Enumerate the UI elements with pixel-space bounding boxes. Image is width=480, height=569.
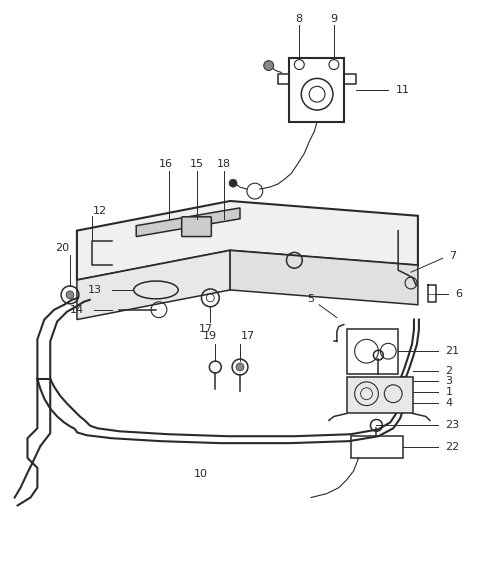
Text: 10: 10 (193, 469, 207, 479)
Circle shape (264, 61, 274, 71)
Polygon shape (347, 377, 413, 414)
Text: 19: 19 (204, 331, 217, 341)
Polygon shape (77, 250, 230, 320)
Text: 16: 16 (159, 159, 173, 170)
Polygon shape (77, 201, 418, 280)
Text: 21: 21 (445, 346, 460, 356)
Text: 18: 18 (217, 159, 231, 170)
Text: 8: 8 (296, 14, 303, 24)
Circle shape (236, 363, 244, 371)
Text: 17: 17 (241, 331, 255, 341)
Text: 15: 15 (190, 159, 204, 170)
Polygon shape (230, 250, 418, 305)
Text: 7: 7 (450, 251, 456, 261)
Text: 22: 22 (445, 442, 460, 452)
Text: 12: 12 (93, 206, 107, 216)
Polygon shape (136, 208, 240, 237)
FancyBboxPatch shape (182, 217, 211, 237)
Text: 3: 3 (445, 376, 453, 386)
Text: 9: 9 (330, 14, 337, 24)
Text: 11: 11 (396, 85, 410, 95)
Text: 13: 13 (88, 285, 102, 295)
Circle shape (66, 291, 74, 299)
Text: 2: 2 (445, 366, 453, 376)
Text: 20: 20 (55, 244, 69, 253)
Text: 4: 4 (445, 398, 453, 407)
Text: 6: 6 (456, 289, 462, 299)
Circle shape (229, 179, 237, 187)
Text: 23: 23 (445, 420, 460, 430)
Text: 14: 14 (70, 305, 84, 315)
Text: 5: 5 (308, 294, 315, 304)
Text: 17: 17 (198, 324, 213, 335)
Text: 1: 1 (445, 387, 453, 397)
